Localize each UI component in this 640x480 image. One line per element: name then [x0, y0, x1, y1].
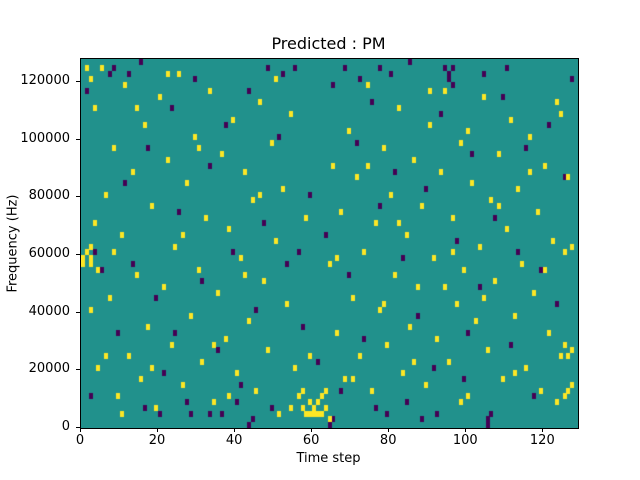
x-tick-mark	[234, 428, 236, 432]
heatmap-canvas	[81, 59, 578, 428]
x-tick-mark	[157, 428, 159, 432]
y-tick-label: 80000	[28, 188, 70, 204]
x-tick-mark	[388, 428, 390, 432]
x-tick-label: 100	[452, 433, 478, 448]
x-tick-label: 120	[529, 433, 555, 448]
x-tick-label: 60	[302, 433, 320, 448]
x-tick-label: 40	[225, 433, 243, 448]
y-tick-label: 20000	[28, 361, 70, 377]
y-tick-mark	[76, 196, 80, 198]
y-tick-label: 120000	[20, 73, 70, 89]
y-tick-mark	[76, 427, 80, 428]
x-tick-label: 0	[75, 433, 85, 448]
plot-area	[80, 58, 579, 429]
chart-title: Predicted : PM	[271, 34, 386, 53]
x-tick-label: 20	[148, 433, 166, 448]
x-tick-mark	[80, 428, 81, 432]
y-tick-mark	[76, 311, 80, 313]
y-tick-mark	[76, 81, 80, 83]
y-tick-mark	[76, 138, 80, 140]
x-tick-label: 80	[379, 433, 397, 448]
y-tick-label: 100000	[20, 130, 70, 146]
x-tick-mark	[465, 428, 467, 432]
y-tick-mark	[76, 369, 80, 371]
y-tick-label: 60000	[28, 246, 70, 262]
y-tick-mark	[76, 254, 80, 256]
x-tick-mark	[542, 428, 544, 432]
x-axis-label: Time step	[296, 451, 361, 466]
x-tick-mark	[311, 428, 313, 432]
y-tick-label: 0	[61, 419, 70, 434]
y-tick-label: 40000	[28, 303, 70, 319]
y-axis-label: Frequency (Hz)	[5, 194, 21, 293]
